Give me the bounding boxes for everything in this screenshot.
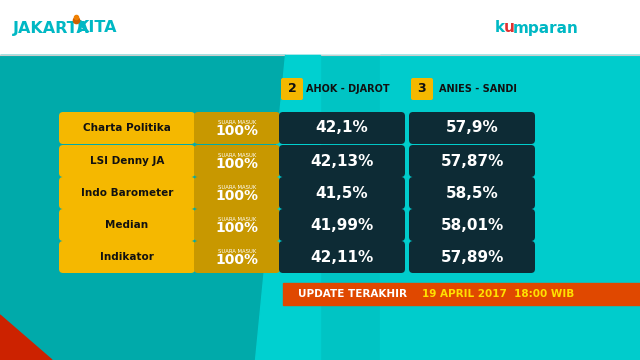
Text: u: u xyxy=(504,21,515,36)
Text: 42,11%: 42,11% xyxy=(310,249,374,265)
Text: 100%: 100% xyxy=(216,221,259,235)
FancyBboxPatch shape xyxy=(279,209,405,241)
FancyBboxPatch shape xyxy=(409,145,535,177)
Bar xyxy=(0,55,285,360)
Text: Median: Median xyxy=(106,220,148,230)
Text: 100%: 100% xyxy=(216,157,259,171)
Text: 3: 3 xyxy=(418,82,426,95)
FancyBboxPatch shape xyxy=(59,112,195,144)
FancyBboxPatch shape xyxy=(281,78,303,100)
Text: SUARA MASUK: SUARA MASUK xyxy=(218,185,256,190)
Polygon shape xyxy=(0,315,52,360)
Text: 42,13%: 42,13% xyxy=(310,153,374,168)
FancyBboxPatch shape xyxy=(194,241,280,273)
FancyBboxPatch shape xyxy=(59,177,195,209)
Text: k: k xyxy=(495,21,505,36)
Text: SUARA MASUK: SUARA MASUK xyxy=(218,249,256,254)
Text: mparan: mparan xyxy=(513,21,579,36)
Text: SUARA MASUK: SUARA MASUK xyxy=(218,217,256,222)
Text: SUARA MASUK: SUARA MASUK xyxy=(218,153,256,158)
FancyBboxPatch shape xyxy=(409,112,535,144)
FancyBboxPatch shape xyxy=(409,209,535,241)
FancyBboxPatch shape xyxy=(194,209,280,241)
FancyBboxPatch shape xyxy=(279,145,405,177)
FancyBboxPatch shape xyxy=(279,241,405,273)
Text: UPDATE TERAKHIR: UPDATE TERAKHIR xyxy=(298,289,408,299)
Text: 41,5%: 41,5% xyxy=(316,185,368,201)
Bar xyxy=(380,55,640,360)
Text: 100%: 100% xyxy=(216,253,259,267)
FancyBboxPatch shape xyxy=(279,112,405,144)
Text: 57,89%: 57,89% xyxy=(440,249,504,265)
Text: KITA: KITA xyxy=(77,21,118,36)
Text: 58,5%: 58,5% xyxy=(445,185,499,201)
Text: ANIES - SANDI: ANIES - SANDI xyxy=(439,84,517,94)
Text: 57,87%: 57,87% xyxy=(440,153,504,168)
Text: 100%: 100% xyxy=(216,189,259,203)
FancyBboxPatch shape xyxy=(409,241,535,273)
Text: SUARA MASUK: SUARA MASUK xyxy=(218,120,256,125)
Text: Indo Barometer: Indo Barometer xyxy=(81,188,173,198)
Text: AHOK - DJAROT: AHOK - DJAROT xyxy=(306,84,390,94)
FancyBboxPatch shape xyxy=(59,241,195,273)
FancyBboxPatch shape xyxy=(194,145,280,177)
Bar xyxy=(0,0,640,55)
Bar xyxy=(0,55,640,360)
FancyBboxPatch shape xyxy=(59,209,195,241)
Text: 2: 2 xyxy=(287,82,296,95)
Text: 42,1%: 42,1% xyxy=(316,121,369,135)
Text: 100%: 100% xyxy=(216,124,259,138)
FancyBboxPatch shape xyxy=(409,177,535,209)
FancyBboxPatch shape xyxy=(411,78,433,100)
Polygon shape xyxy=(255,55,320,360)
Text: 57,9%: 57,9% xyxy=(445,121,499,135)
FancyBboxPatch shape xyxy=(194,177,280,209)
Text: LSI Denny JA: LSI Denny JA xyxy=(90,156,164,166)
Bar xyxy=(283,283,640,305)
FancyBboxPatch shape xyxy=(279,177,405,209)
Text: 41,99%: 41,99% xyxy=(310,217,374,233)
FancyBboxPatch shape xyxy=(59,145,195,177)
Text: Indikator: Indikator xyxy=(100,252,154,262)
Text: Charta Politika: Charta Politika xyxy=(83,123,171,133)
Text: JAKARTA: JAKARTA xyxy=(13,21,90,36)
FancyBboxPatch shape xyxy=(194,112,280,144)
Text: 58,01%: 58,01% xyxy=(440,217,504,233)
Text: 19 APRIL 2017  18:00 WIB: 19 APRIL 2017 18:00 WIB xyxy=(422,289,574,299)
